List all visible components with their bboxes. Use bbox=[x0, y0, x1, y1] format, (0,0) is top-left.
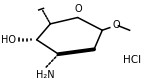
Text: H₂N: H₂N bbox=[36, 70, 54, 80]
Text: HO: HO bbox=[1, 35, 16, 45]
Text: O: O bbox=[75, 4, 82, 14]
Text: HCl: HCl bbox=[123, 55, 141, 65]
Text: O: O bbox=[112, 20, 120, 31]
